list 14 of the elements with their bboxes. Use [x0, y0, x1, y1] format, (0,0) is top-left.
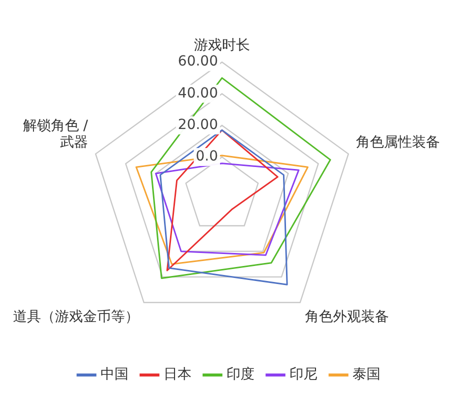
- spoke-label: 游戏时长: [194, 37, 250, 54]
- y-tick-label: 20.00: [178, 117, 218, 134]
- y-tick-label: 60.00: [178, 54, 218, 70]
- legend-label: 印度: [226, 366, 254, 383]
- spoke-label: 道具（游戏金币等）: [13, 309, 140, 326]
- spoke-label: 解锁角色 / 武器: [22, 118, 88, 151]
- y-tick-label: 0.0: [196, 148, 218, 165]
- legend-label: 印尼: [290, 366, 318, 383]
- y-tick-label: 40.00: [178, 85, 218, 102]
- legend-label: 泰国: [352, 366, 380, 383]
- legend-label: 中国: [100, 366, 128, 383]
- spoke-label: 角色属性装备: [356, 134, 440, 151]
- legend-label: 日本: [164, 366, 192, 383]
- spoke-label: 角色外观装备: [304, 309, 389, 326]
